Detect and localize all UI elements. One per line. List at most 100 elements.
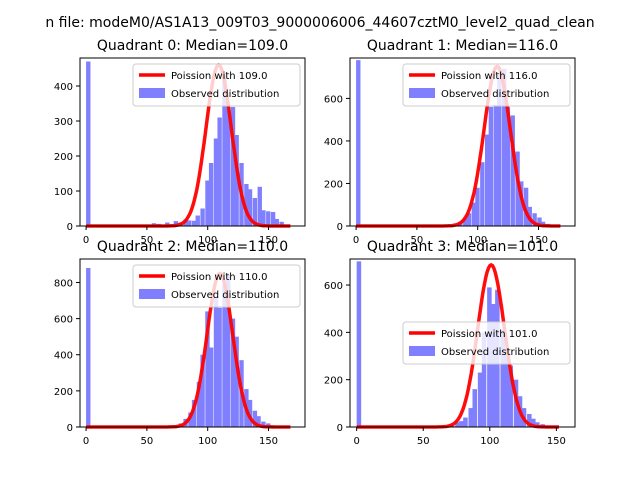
histogram-bar xyxy=(488,106,494,226)
x-tick-label: 50 xyxy=(411,235,424,246)
y-tick-label: 400 xyxy=(324,137,343,148)
histogram-bar xyxy=(472,389,478,427)
y-tick-label: 300 xyxy=(54,117,73,128)
histogram-bar xyxy=(188,412,193,427)
histogram-bar xyxy=(279,221,284,226)
histogram-bar xyxy=(234,135,239,226)
axes-frame xyxy=(79,57,306,227)
histogram-bar xyxy=(356,60,361,226)
y-tick-label: 200 xyxy=(324,376,343,387)
x-tick-label: 50 xyxy=(141,436,154,447)
histogram-bar xyxy=(523,187,529,226)
histogram-bar xyxy=(205,311,210,427)
histogram-bar xyxy=(230,107,236,226)
histogram-bar xyxy=(173,221,179,226)
legend: Poission with 101.0 Observed distribution xyxy=(402,321,571,365)
y-tick-label: 400 xyxy=(54,82,73,93)
histogram-bar xyxy=(205,180,210,226)
legend-hist-swatch xyxy=(409,346,435,356)
y-tick-label: 600 xyxy=(54,315,73,326)
histogram-bar xyxy=(247,189,253,226)
histogram-bar xyxy=(244,184,249,226)
histogram-bar xyxy=(466,213,472,226)
histogram-bar xyxy=(455,422,460,427)
legend-box xyxy=(402,321,571,365)
histogram-bar xyxy=(213,138,219,226)
histogram-bars xyxy=(356,60,554,227)
histogram-bar xyxy=(463,417,468,427)
legend-label: Poission with 110.0 xyxy=(171,272,267,283)
histogram-bar xyxy=(500,329,505,427)
histogram-bar xyxy=(459,421,464,427)
histogram-bar xyxy=(502,68,507,227)
histogram-bar xyxy=(86,268,91,427)
histogram-bar xyxy=(468,408,474,427)
histogram-bar xyxy=(491,303,496,427)
subplot-title: Quadrant 3: Median=101.0 xyxy=(367,239,558,255)
histogram-bar xyxy=(208,163,214,226)
histogram-bar xyxy=(471,202,476,226)
subplot-2: 0 50 100 150 0 200 400 600 800 Quadrant 2: Median… xyxy=(54,239,306,447)
histogram-bar xyxy=(497,75,502,226)
histogram-bar xyxy=(535,422,540,427)
x-tick-label: 150 xyxy=(259,436,278,447)
y-tick-label: 100 xyxy=(54,187,73,198)
histogram-bar xyxy=(195,215,200,226)
histogram-bar xyxy=(274,219,279,226)
histogram-bar xyxy=(191,399,197,427)
legend: Poission with 109.0 Observed distribution xyxy=(132,63,301,107)
legend-label: Poission with 116.0 xyxy=(441,71,537,82)
y-tick-label: 600 xyxy=(324,281,343,292)
x-tick-label: 100 xyxy=(468,235,487,246)
legend: Poission with 116.0 Observed distribution xyxy=(402,63,571,107)
histogram-bar xyxy=(261,210,266,226)
histogram-bar xyxy=(480,162,485,226)
legend-box xyxy=(132,264,301,308)
subplot-1: 0 50 100 150 0 200 400 600 Quadrant 1: Median=11… xyxy=(324,38,576,246)
x-tick-label: 100 xyxy=(198,235,217,246)
histogram-bar xyxy=(504,348,509,427)
histogram-bar xyxy=(213,296,219,427)
axes-frame xyxy=(349,258,576,428)
legend: Poission with 110.0 Observed distribution xyxy=(132,264,301,308)
histogram-bar xyxy=(208,347,214,427)
figure-suptitle: n file: modeM0/AS1A13_009T03_9000006006_… xyxy=(45,15,594,31)
legend-hist-swatch xyxy=(409,88,435,98)
legend-label: Poission with 101.0 xyxy=(441,329,537,340)
histogram-bar xyxy=(519,181,524,226)
x-tick-label: 100 xyxy=(198,436,217,447)
histogram-bar xyxy=(225,107,231,226)
legend-label: Observed distribution xyxy=(171,290,279,301)
histogram-bar xyxy=(532,213,537,226)
y-tick-label: 0 xyxy=(67,222,73,233)
histogram-bar xyxy=(230,318,236,427)
x-tick-label: 50 xyxy=(141,235,154,246)
histogram-bar xyxy=(266,211,271,226)
y-tick-label: 200 xyxy=(54,152,73,163)
legend-box xyxy=(402,63,571,107)
histogram-bar xyxy=(200,208,205,226)
y-tick-label: 400 xyxy=(54,351,73,362)
subplots: 0 50 100 150 0 100 200 300 400 Quadrant 0: Median… xyxy=(54,38,576,447)
histogram-bar xyxy=(475,187,480,226)
x-tick-label: 0 xyxy=(353,436,359,447)
histogram-bar xyxy=(234,336,239,427)
x-tick-label: 150 xyxy=(547,436,566,447)
x-tick-label: 100 xyxy=(480,436,499,447)
histogram-bar xyxy=(225,275,231,427)
histogram-bar xyxy=(257,186,262,226)
histogram-bar xyxy=(247,399,253,427)
histogram-bar xyxy=(187,220,192,226)
x-tick-label: 50 xyxy=(417,436,430,447)
subplot-3: 0 50 100 150 0 200 400 600 Quadrant 3: Median=10… xyxy=(324,239,576,447)
histogram-bar xyxy=(537,217,542,226)
legend-label: Observed distribution xyxy=(441,347,549,358)
axes-frame xyxy=(349,57,576,227)
histogram-bar xyxy=(252,410,258,427)
legend-box xyxy=(132,63,301,107)
y-tick-label: 600 xyxy=(324,94,343,105)
subplot-title: Quadrant 1: Median=116.0 xyxy=(367,38,558,54)
histogram-bar xyxy=(191,220,197,226)
y-tick-label: 0 xyxy=(337,222,343,233)
